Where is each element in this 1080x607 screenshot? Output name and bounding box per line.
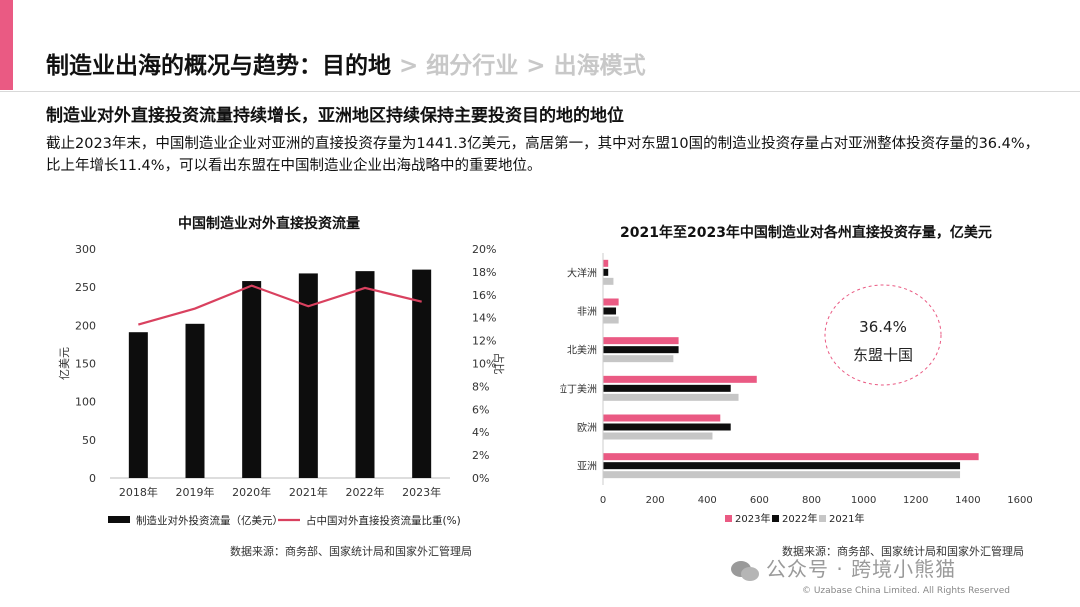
header-divider (0, 91, 1080, 92)
summary-paragraph: 截止2023年末，中国制造业企业对亚洲的直接投资存量为1441.3亿美元，高居第… (46, 136, 1040, 174)
copyright: © Uzabase China Limited. All Rights Rese… (801, 586, 1010, 596)
x-tick-label: 400 (698, 495, 717, 506)
watermark-text: 公众号 · 跨境小熊猫 (766, 557, 957, 581)
y-tick-label: 非洲 (577, 306, 597, 318)
y-right-tick-label: 4% (472, 426, 489, 439)
annotation-label: 东盟十国 (853, 346, 913, 364)
bar (603, 462, 961, 470)
annotation-value: 36.4% (859, 318, 907, 336)
x-tick-label: 800 (802, 495, 821, 506)
y-right-axis-label: 占比 (492, 353, 506, 375)
legend-label: 2023年 (735, 512, 770, 525)
bar (242, 281, 262, 478)
y-right-tick-label: 0% (472, 472, 489, 485)
legend-swatch-bar (108, 516, 130, 523)
bar (185, 323, 205, 478)
left-chart: 0 50 100 150 200 250 300 0% 2% 4% 6% 8% 10% 12% 14% 16%… (58, 243, 506, 527)
y-tick-label: 0 (89, 472, 96, 485)
y-tick-label: 100 (75, 396, 96, 409)
y-right-tick-label: 16% (472, 289, 496, 302)
bar (128, 332, 148, 478)
y-right-tick-label: 8% (472, 380, 489, 393)
y-right-tick-label: 2% (472, 449, 489, 462)
bar (603, 393, 739, 401)
bar (603, 337, 679, 345)
x-tick-label: 2020年 (232, 485, 271, 499)
breadcrumb-active: 制造业出海的概况与趋势：目的地 (46, 53, 391, 79)
bar (603, 316, 619, 324)
x-tick-label: 1600 (1007, 495, 1032, 506)
bar (603, 384, 731, 392)
bar (603, 375, 757, 383)
y-tick-label: 拉丁美洲 (560, 382, 597, 395)
y-tick-label: 250 (75, 281, 96, 294)
bar (603, 259, 609, 267)
x-tick-label: 1000 (851, 495, 876, 506)
bar (603, 423, 731, 431)
share-line (138, 284, 422, 326)
bar (603, 471, 961, 479)
y-tick-label: 欧洲 (577, 422, 597, 434)
y-right-tick-label: 20% (472, 243, 496, 256)
y-axis-label: 亿美元 (58, 347, 71, 380)
legend-swatch (819, 515, 826, 522)
y-tick-label: 亚洲 (577, 461, 597, 473)
x-tick-label: 200 (646, 495, 665, 506)
right-chart-title: 2021年至2023年中国制造业对各州直接投资存量，亿美元 (620, 225, 992, 241)
y-tick-label: 50 (82, 434, 96, 447)
y-right-tick-label: 10% (472, 358, 496, 371)
y-right-tick-label: 6% (472, 403, 489, 416)
bar (355, 271, 375, 478)
legend-label: 2022年 (782, 512, 817, 525)
bar (298, 273, 318, 478)
legend-label: 2021年 (829, 512, 864, 525)
x-tick-label: 2021年 (289, 485, 328, 499)
bar (603, 268, 609, 276)
y-tick-label: 150 (75, 358, 96, 371)
legend-label: 制造业对外投资流量（亿美元） (136, 514, 283, 527)
bar (603, 298, 619, 306)
y-tick-label: 200 (75, 319, 96, 332)
y-right-tick-label: 18% (472, 266, 496, 279)
bar (603, 346, 679, 354)
x-tick-label: 2018年 (119, 485, 158, 499)
left-chart-title: 中国制造业对外直接投资流量 (178, 216, 360, 232)
accent-bar (0, 0, 13, 90)
bar (603, 432, 713, 440)
legend-swatch (725, 515, 732, 522)
y-right-tick-label: 12% (472, 335, 496, 348)
x-tick-label: 1400 (955, 495, 980, 506)
y-tick-label: 300 (75, 243, 96, 256)
bar (603, 307, 617, 315)
x-tick-label: 2022年 (346, 485, 385, 499)
page-title: 制造业出海的概况与趋势：目的地 > 细分行业 > 出海模式 (46, 46, 646, 80)
bar (603, 453, 979, 461)
legend-label: 占中国对外直接投资流量比重(%) (306, 514, 461, 527)
bar (603, 414, 721, 422)
legend-swatch (772, 515, 779, 522)
y-tick-label: 大洋洲 (567, 266, 597, 279)
breadcrumb-rest: > 细分行业 > 出海模式 (391, 53, 646, 79)
x-tick-label: 2023年 (402, 485, 441, 499)
y-tick-label: 北美洲 (567, 344, 597, 357)
section-subtitle: 制造业对外直接投资流量持续增长，亚洲地区持续保持主要投资目的地的地位 (46, 106, 624, 126)
bar (603, 355, 674, 363)
x-tick-label: 1200 (903, 495, 928, 506)
wechat-icon (731, 560, 759, 581)
left-chart-source: 数据来源：商务部、国家统计局和国家外汇管理局 (230, 545, 472, 558)
bar (603, 277, 614, 285)
x-tick-label: 2019年 (176, 485, 215, 499)
right-chart-source: 数据来源：商务部、国家统计局和国家外汇管理局 (782, 545, 1024, 558)
annotation-circle (824, 284, 942, 386)
bar (412, 269, 432, 478)
x-tick-label: 600 (750, 495, 769, 506)
x-tick-label: 0 (600, 495, 606, 506)
watermark: 公众号 · 跨境小熊猫 (730, 553, 956, 582)
y-right-tick-label: 14% (472, 312, 496, 325)
